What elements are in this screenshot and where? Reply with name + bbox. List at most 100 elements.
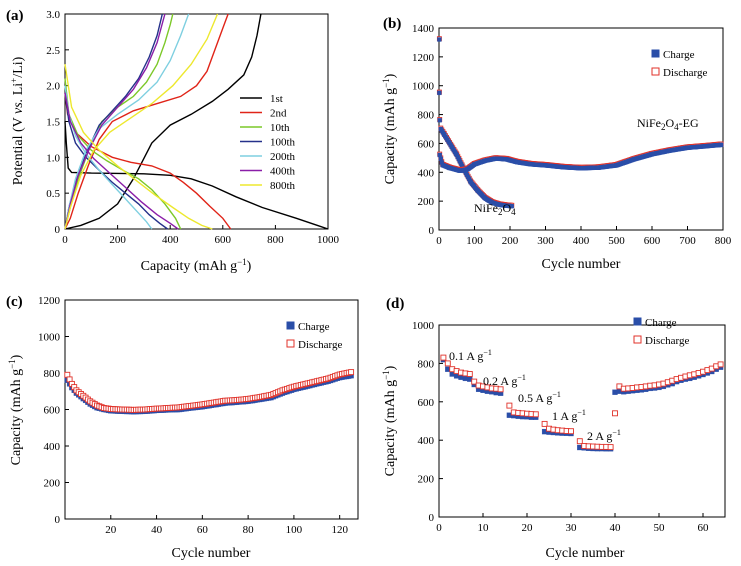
- panel-d-legend: Charge Discharge: [633, 317, 690, 347]
- x-tick-label: 200: [502, 235, 519, 247]
- charge-point: [437, 118, 442, 123]
- rate-label-0-5: 0.5 A g−1: [518, 390, 561, 405]
- y-tick-label: 2.0: [46, 81, 60, 93]
- legend-label-100th: 100th: [270, 137, 296, 149]
- panel-a-x-axis-label: Capacity (mAh g−1): [141, 257, 252, 274]
- panel-a: (a) 0 200 400 600 800 1000 0 0.5 1.0 1.5 2.0 2.5 3.0…: [6, 8, 340, 274]
- legend-marker-discharge: [633, 335, 642, 344]
- series-line-2nd-charge: [64, 13, 229, 230]
- y-tick-label: 200: [44, 478, 61, 490]
- x-tick-label: 20: [522, 522, 534, 534]
- x-tick-label: 400: [573, 235, 590, 247]
- discharge-point: [576, 438, 583, 445]
- x-tick-label: 50: [654, 522, 666, 534]
- y-tick-label: 800: [44, 368, 61, 380]
- x-tick-label: 800: [267, 234, 284, 246]
- panel-b-y-axis-label: Capacity (mAh g−1): [381, 73, 398, 184]
- y-tick-label: 1.5: [46, 117, 60, 129]
- legend-label-charge: Charge: [663, 49, 695, 61]
- legend-label-discharge: Discharge: [663, 67, 708, 79]
- series-line-800th-charge: [64, 13, 219, 230]
- panel-d-label: (d): [386, 296, 404, 312]
- x-tick-label: 40: [610, 522, 622, 534]
- legend-label-discharge: Discharge: [298, 339, 343, 351]
- panel-c-label: (c): [6, 294, 23, 310]
- panel-b-ticks: 0 100 200 300 400 500 600 700 800 0 200 400 600 800 10…: [412, 23, 732, 247]
- y-tick-label: 3.0: [46, 9, 60, 21]
- y-tick-label: 2.5: [46, 45, 60, 57]
- series-line-800th-discharge: [64, 64, 213, 230]
- y-tick-label: 1200: [38, 295, 61, 307]
- y-tick-label: 600: [418, 138, 435, 150]
- x-tick-label: 800: [715, 235, 732, 247]
- x-tick-label: 0: [436, 235, 442, 247]
- panel-b-label: (b): [383, 16, 401, 32]
- x-tick-label: 1000: [317, 234, 340, 246]
- x-tick-label: 60: [698, 522, 710, 534]
- x-tick-label: 40: [151, 524, 163, 536]
- legend-label-800th: 800th: [270, 180, 296, 192]
- panel-c-legend: Charge Discharge: [286, 321, 343, 351]
- discharge-point: [506, 402, 513, 409]
- x-tick-label: 200: [109, 234, 126, 246]
- x-tick-label: 300: [537, 235, 554, 247]
- panel-b-annotation-nife2o4: NiFe2O4: [474, 201, 516, 217]
- charge-point: [438, 156, 443, 161]
- rate-label-1: 1 A g−1: [552, 408, 586, 423]
- series-line-400th-charge: [64, 13, 166, 230]
- discharge-point: [607, 444, 614, 451]
- y-tick-label: 1000: [412, 320, 435, 332]
- x-tick-label: 80: [243, 524, 255, 536]
- panel-c-points: [64, 369, 355, 415]
- x-tick-label: 20: [105, 524, 117, 536]
- discharge-point: [568, 428, 574, 435]
- y-tick-label: 0: [55, 514, 61, 526]
- legend-label-200th: 200th: [270, 151, 296, 163]
- x-tick-label: 30: [566, 522, 578, 534]
- panel-d-annotations: 0.1 A g−1 0.2 A g−1 0.5 A g−1 1 A g−1 2 …: [449, 348, 621, 443]
- legend-marker-charge: [651, 49, 660, 58]
- panel-b: (b) 0 100 200 300 400 500 600 700 800 0 200 400 600 8…: [381, 16, 732, 272]
- panel-d-plot-frame: [438, 324, 726, 518]
- panel-a-y-axis-label: Potential (V vs. Li+/Li): [9, 56, 26, 185]
- rate-label-0-1: 0.1 A g−1: [449, 348, 492, 363]
- panel-b-points: [436, 36, 724, 209]
- panel-c-x-axis-label: Cycle number: [172, 546, 251, 561]
- charge-point: [437, 37, 442, 42]
- panel-a-lines: [64, 13, 329, 230]
- x-tick-label: 400: [162, 234, 179, 246]
- y-tick-label: 1400: [412, 23, 435, 35]
- panel-d-y-axis-label: Capacity (mAh g−1): [381, 365, 398, 476]
- y-tick-label: 1.0: [46, 152, 60, 164]
- discharge-point: [440, 354, 447, 361]
- y-tick-label: 0: [55, 224, 61, 236]
- panel-a-ticks: 0 200 400 600 800 1000 0 0.5 1.0 1.5 2.0 2.5 3.0: [46, 9, 339, 246]
- panel-a-label: (a): [6, 8, 24, 24]
- charge-point: [437, 152, 442, 158]
- legend-label-400th: 400th: [270, 166, 296, 178]
- y-tick-label: 400: [418, 435, 435, 447]
- series-line-1st-charge: [64, 13, 262, 230]
- legend-label-charge: Charge: [298, 321, 330, 333]
- discharge-point: [717, 361, 724, 368]
- y-tick-label: 1000: [412, 81, 435, 93]
- discharge-point: [612, 410, 618, 417]
- y-tick-label: 600: [418, 397, 435, 409]
- discharge-point: [466, 371, 473, 377]
- series-line-10th-charge: [64, 13, 174, 230]
- x-tick-label: 500: [608, 235, 625, 247]
- panel-c: (c) 20 40 60 80 100 120020040060080010001200 …: [6, 294, 359, 561]
- x-tick-label: 700: [679, 235, 696, 247]
- y-tick-label: 800: [418, 110, 435, 122]
- y-tick-label: 0.5: [46, 188, 60, 200]
- x-tick-label: 60: [197, 524, 209, 536]
- panel-a-legend: 1st 2nd 10th 100th 200th 400th 800th: [240, 93, 296, 192]
- discharge-point: [497, 386, 504, 393]
- legend-label-2nd: 2nd: [270, 108, 287, 120]
- y-tick-label: 200: [418, 474, 435, 486]
- panel-b-legend: Charge Discharge: [651, 49, 708, 79]
- series-line-400th-discharge: [64, 92, 179, 230]
- series-line-1st-discharge: [64, 121, 329, 230]
